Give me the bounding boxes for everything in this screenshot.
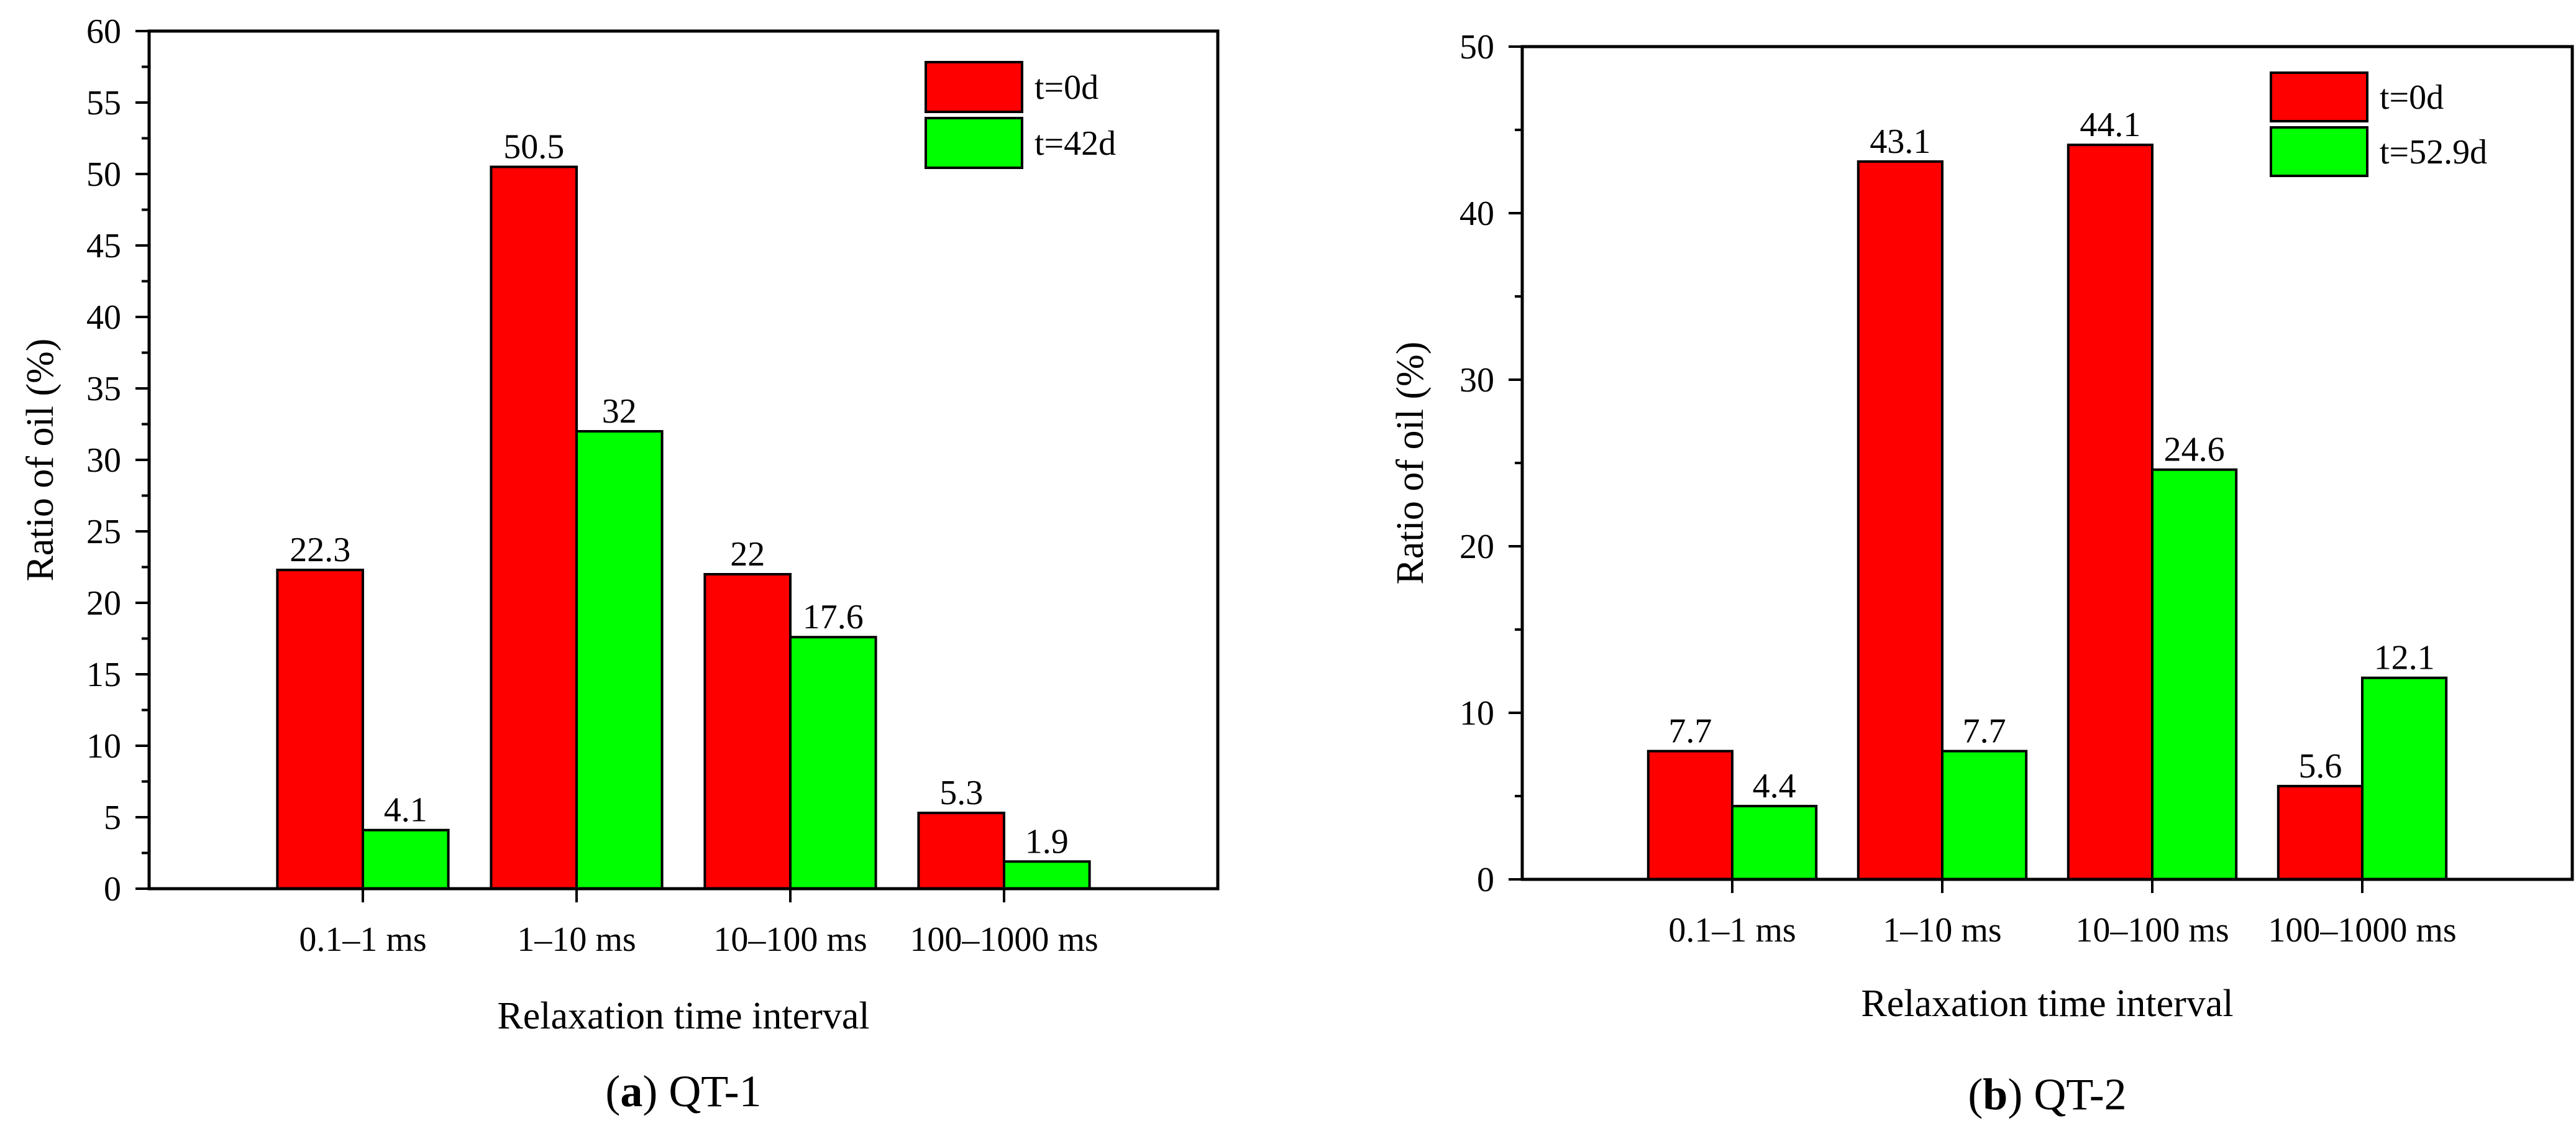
y-tick-label-a-1: 0 xyxy=(104,870,121,909)
bar-a-2-4 xyxy=(1003,860,1091,891)
bar-b-2-1 xyxy=(1731,805,1818,881)
data-label-b-1-2: 43.1 xyxy=(1870,122,1930,161)
x-tick-label-b-4: 100–1000 ms xyxy=(2268,911,2456,950)
data-label-a-2-2: 32 xyxy=(602,392,637,431)
legend-swatch-b-1 xyxy=(2270,71,2368,122)
caption-title-b: QT-2 xyxy=(2034,1070,2126,1119)
y-tick-label-b-6: 50 xyxy=(1459,28,1494,66)
data-label-a-1-2: 50.5 xyxy=(503,128,564,167)
chart-panel-b: 7.7 4.4 0.1–1 ms 43.1 7.7 1–10 ms 44.1 24.6 10–1… xyxy=(1389,28,2574,1119)
y-axis-title-b: Ratio of oil (%) xyxy=(1389,342,1432,585)
y-tick-label-a-11: 50 xyxy=(86,155,121,194)
caption-a: (a) QT-1 xyxy=(605,1066,761,1116)
bar-b-2-2 xyxy=(1941,749,2028,881)
caption-open-b: ( xyxy=(1968,1070,1983,1119)
y-tick-label-b-4: 30 xyxy=(1459,361,1494,400)
caption-b: (b) QT-2 xyxy=(1968,1070,2126,1119)
x-tick-label-b-1: 0.1–1 ms xyxy=(1668,911,1796,950)
bar-b-2-4 xyxy=(2361,676,2448,881)
legend-label-a-1: t=0d xyxy=(1035,68,1098,107)
data-label-b-2-3: 24.6 xyxy=(2164,431,2225,469)
caption-open-a: ( xyxy=(605,1066,620,1116)
bar-b-1-3 xyxy=(2067,144,2154,881)
caption-close-a: ) xyxy=(642,1066,669,1116)
x-tick-label-a-3: 10–100 ms xyxy=(713,920,867,959)
caption-letter-a: a xyxy=(620,1066,642,1116)
y-tick-label-a-10: 45 xyxy=(86,227,121,265)
x-tick-label-b-3: 10–100 ms xyxy=(2075,911,2229,950)
bar-a-1-4 xyxy=(917,812,1006,890)
y-tick-label-b-2: 10 xyxy=(1459,694,1494,733)
y-tick-label-b-1: 0 xyxy=(1477,861,1494,899)
data-label-a-2-3: 17.6 xyxy=(803,598,864,636)
legend-label-b-2: t=52.9d xyxy=(2380,133,2487,172)
caption-letter-b: b xyxy=(1983,1070,2007,1119)
data-label-b-2-1: 4.4 xyxy=(1753,767,1796,805)
data-label-a-1-3: 22 xyxy=(730,535,765,574)
chart-panel-a: 22.3 4.1 0.1–1 ms 50.5 32 1–10 ms 22 17.6 10–100… xyxy=(19,12,1220,1116)
bar-a-2-2 xyxy=(575,430,664,890)
y-tick-label-a-12: 55 xyxy=(86,84,121,122)
y-tick-label-a-8: 35 xyxy=(86,370,121,408)
bar-a-1-3 xyxy=(703,573,792,890)
data-label-b-1-4: 5.6 xyxy=(2298,747,2342,786)
data-label-a-2-4: 1.9 xyxy=(1025,822,1069,861)
x-tick-label-a-4: 100–1000 ms xyxy=(910,920,1098,959)
legend-swatch-a-1 xyxy=(925,61,1023,113)
legend-swatch-a-2 xyxy=(925,117,1023,169)
caption-close-b: ) xyxy=(2007,1070,2034,1119)
plot-frame-b xyxy=(1520,45,2574,881)
legend-label-a-2: t=42d xyxy=(1035,124,1116,163)
bar-a-2-1 xyxy=(362,828,450,890)
data-label-b-1-3: 44.1 xyxy=(2080,106,2140,144)
x-tick-label-a-2: 1–10 ms xyxy=(517,920,636,959)
bar-a-1-1 xyxy=(276,569,364,890)
data-label-a-2-1: 4.1 xyxy=(384,791,427,830)
legend-swatch-b-2 xyxy=(2270,126,2368,177)
y-tick-label-a-13: 60 xyxy=(86,12,121,51)
y-tick-label-a-6: 25 xyxy=(86,513,121,551)
bar-a-1-2 xyxy=(490,165,578,890)
x-axis-title-b: Relaxation time interval xyxy=(1861,983,2233,1025)
y-tick-label-b-3: 20 xyxy=(1459,528,1494,566)
y-tick-label-a-7: 30 xyxy=(86,441,121,480)
caption-title-a: QT-1 xyxy=(669,1066,761,1116)
data-label-a-1-1: 22.3 xyxy=(290,531,350,569)
y-tick-label-a-9: 40 xyxy=(86,298,121,337)
data-label-a-1-4: 5.3 xyxy=(939,774,983,812)
x-tick-label-a-1: 0.1–1 ms xyxy=(299,920,426,959)
x-tick-label-b-2: 1–10 ms xyxy=(1883,911,2001,950)
y-tick-label-a-4: 15 xyxy=(86,656,121,694)
plot-frame-a xyxy=(147,29,1220,891)
y-tick-label-a-2: 5 xyxy=(104,799,121,837)
y-tick-label-a-3: 10 xyxy=(86,727,121,766)
bar-b-2-3 xyxy=(2151,468,2238,881)
data-label-b-2-4: 12.1 xyxy=(2374,639,2435,677)
y-tick-label-a-5: 20 xyxy=(86,584,121,623)
y-tick-label-b-5: 40 xyxy=(1459,195,1494,233)
legend-label-b-1: t=0d xyxy=(2380,78,2444,117)
y-axis-title-a: Ratio of oil (%) xyxy=(19,339,62,582)
bar-b-1-2 xyxy=(1857,160,1944,881)
bar-a-2-3 xyxy=(789,636,877,890)
data-label-b-1-1: 7.7 xyxy=(1668,712,1712,751)
x-axis-title-a: Relaxation time interval xyxy=(497,995,869,1037)
bar-b-1-4 xyxy=(2277,784,2364,881)
data-label-b-2-2: 7.7 xyxy=(1963,712,2006,751)
bar-b-1-1 xyxy=(1647,749,1734,881)
